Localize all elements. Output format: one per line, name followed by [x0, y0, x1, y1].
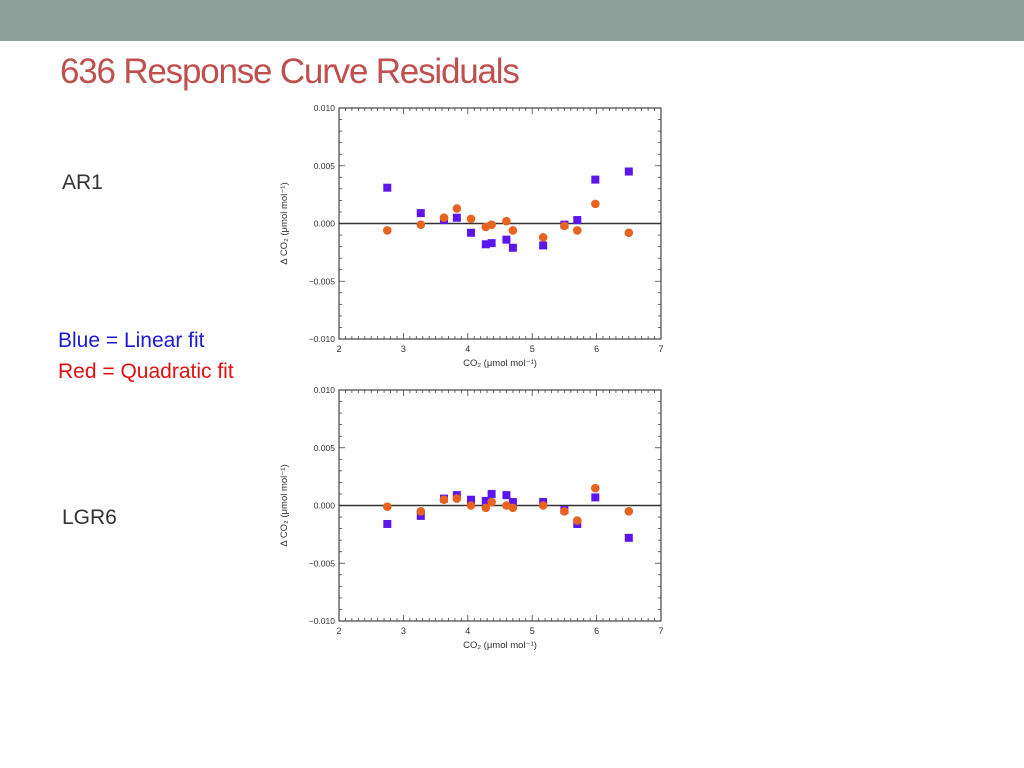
quadratic-fit-point	[538, 501, 548, 510]
quadratic-fit-point	[560, 221, 569, 231]
y-tick-label: 0.005	[314, 161, 336, 171]
quadratic-fit-point	[439, 213, 449, 223]
quadratic-fit-point	[624, 228, 634, 238]
x-tick-label: 3	[401, 626, 406, 636]
x-tick-label: 6	[594, 344, 599, 354]
linear-fit-point	[508, 243, 517, 252]
quadratic-fit-point	[560, 506, 569, 516]
y-tick-label: −0.005	[309, 558, 336, 568]
quadratic-fit-point	[508, 503, 518, 513]
quadratic-fit-point	[466, 501, 476, 510]
linear-fit-point	[502, 491, 511, 500]
linear-fit-point	[487, 239, 496, 248]
linear-fit-point	[452, 213, 461, 222]
x-tick-label: 7	[658, 626, 663, 636]
linear-fit-point	[624, 533, 633, 542]
quadratic-fit-point	[416, 220, 426, 229]
quadratic-fit-point	[572, 516, 582, 525]
x-tick-label: 2	[336, 626, 341, 636]
y-tick-label: −0.010	[309, 616, 336, 626]
linear-fit-point	[591, 175, 600, 184]
x-tick-label: 7	[658, 344, 663, 354]
y-tick-label: 0.010	[314, 385, 336, 395]
linear-fit-point	[591, 493, 600, 502]
legend-quadratic-fit: Red = Quadratic fit	[58, 360, 234, 383]
linear-fit-point	[467, 228, 476, 237]
y-tick-label: 0.000	[314, 219, 336, 229]
y-axis-label: Δ CO₂ (μmol mol⁻¹)	[279, 464, 290, 546]
quadratic-fit-point	[487, 220, 496, 229]
linear-fit-point	[624, 167, 633, 176]
linear-fit-point	[383, 519, 392, 528]
quadratic-fit-point	[452, 494, 462, 503]
quadratic-fit-point	[572, 226, 582, 235]
x-axis-label: CO₂ (μmol mol⁻¹)	[463, 358, 537, 369]
y-tick-label: −0.010	[309, 334, 336, 344]
legend-linear-fit: Blue = Linear fit	[58, 329, 205, 352]
quadratic-fit-point	[439, 495, 449, 505]
quadratic-fit-point	[538, 233, 548, 242]
linear-fit-point	[467, 495, 476, 504]
quadratic-fit-point	[383, 226, 392, 235]
quadratic-fit-point	[481, 503, 491, 513]
linear-fit-point	[508, 498, 517, 507]
quadratic-fit-point	[591, 199, 600, 209]
x-tick-label: 6	[594, 626, 599, 636]
y-tick-label: 0.005	[314, 443, 336, 453]
quadratic-fit-point	[502, 216, 511, 226]
slide-title: 636 Response Curve Residuals	[60, 52, 520, 91]
quadratic-fit-point	[508, 226, 518, 235]
linear-fit-point	[573, 216, 582, 225]
linear-fit-point	[481, 496, 490, 505]
x-tick-label: 3	[401, 344, 406, 354]
linear-fit-point	[487, 489, 496, 498]
top-banner	[0, 0, 1024, 41]
x-axis-label: CO₂ (μmol mol⁻¹)	[463, 640, 537, 651]
y-tick-label: −0.005	[309, 276, 336, 286]
quadratic-fit-point	[452, 204, 462, 213]
y-tick-label: 0.000	[314, 501, 336, 511]
y-tick-label: 0.010	[314, 103, 336, 113]
x-tick-label: 4	[465, 626, 470, 636]
legend: Blue = Linear fit Red = Quadratic fit	[58, 325, 234, 387]
linear-fit-point	[383, 183, 392, 192]
y-axis-label: Δ CO₂ (μmol mol⁻¹)	[279, 182, 290, 264]
quadratic-fit-point	[416, 506, 426, 516]
quadratic-fit-point	[487, 497, 496, 507]
panel-label-ar1: AR1	[62, 171, 103, 194]
linear-fit-point	[416, 511, 425, 520]
linear-fit-point	[416, 209, 425, 218]
x-tick-label: 5	[530, 626, 535, 636]
x-tick-label: 5	[530, 344, 535, 354]
x-tick-label: 4	[465, 344, 470, 354]
x-tick-label: 2	[336, 344, 341, 354]
quadratic-fit-point	[383, 502, 392, 511]
linear-fit-point	[502, 235, 511, 244]
panel-label-lgr6: LGR6	[62, 506, 117, 529]
quadratic-fit-point	[591, 483, 600, 493]
linear-fit-point	[481, 240, 490, 249]
quadratic-fit-point	[624, 506, 634, 516]
quadratic-fit-point	[466, 214, 476, 224]
linear-fit-point	[539, 241, 548, 250]
